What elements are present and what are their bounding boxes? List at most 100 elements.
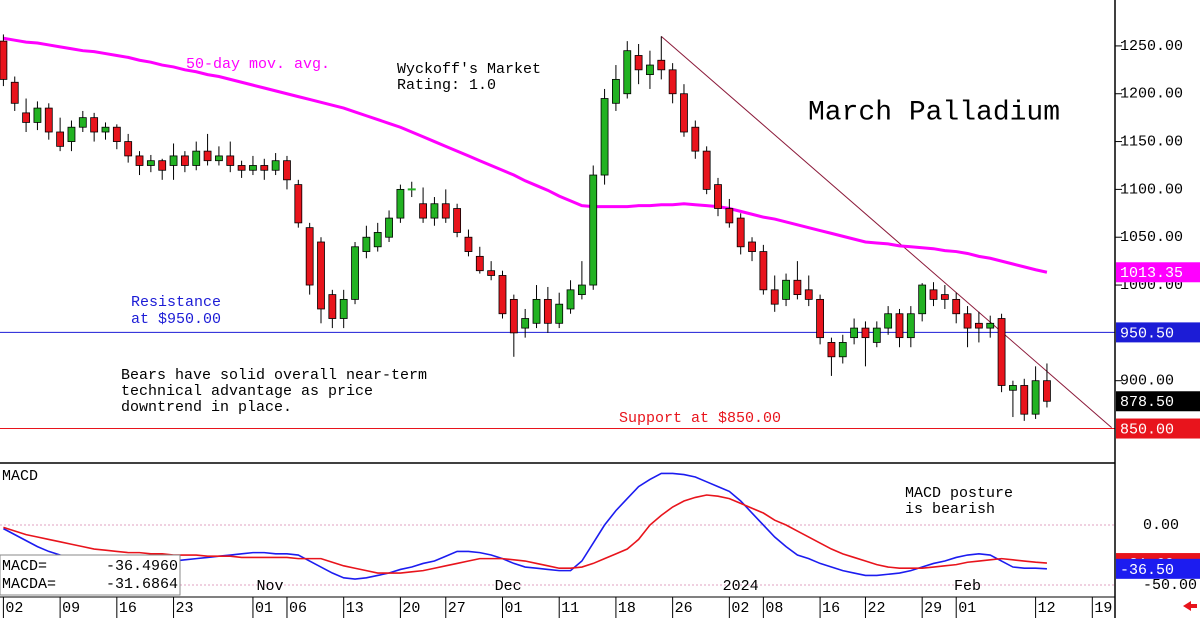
candle-body	[1031, 380, 1040, 415]
candle-body	[974, 322, 983, 329]
annotation: downtrend in place.	[121, 399, 292, 416]
x-tick-label: 23	[176, 600, 194, 617]
candle-body	[10, 81, 19, 104]
candle-body	[634, 55, 643, 71]
candle-body	[566, 289, 575, 310]
x-tick-label: 02	[731, 600, 749, 617]
candle-body	[487, 270, 496, 276]
panel-title: MACD	[2, 468, 38, 485]
level-box	[1116, 391, 1200, 412]
candle-body	[1043, 380, 1051, 402]
y-tick-label: -50.00	[1143, 577, 1197, 594]
annotation: is bearish	[905, 501, 995, 518]
month-label: Dec	[495, 578, 522, 595]
candle-body	[668, 69, 677, 95]
y-tick-label: 0.00	[1143, 517, 1179, 534]
candle-body	[283, 160, 291, 181]
candle-body	[793, 279, 802, 296]
candle-body	[453, 208, 462, 233]
candle-body	[680, 93, 688, 133]
level-box	[1116, 418, 1200, 439]
legend-name: MACD=	[2, 558, 47, 575]
x-tick-label: 18	[618, 600, 636, 617]
candle-body	[362, 236, 371, 252]
candle-body	[872, 327, 881, 343]
y-tick-label: 1100.00	[1120, 181, 1183, 198]
candle-body	[215, 155, 223, 162]
x-tick-label: 13	[346, 600, 364, 617]
candle-body	[543, 298, 552, 324]
x-tick-label: 16	[119, 600, 137, 617]
x-tick-label: 11	[561, 600, 579, 617]
y-tick-label: 1150.00	[1120, 134, 1183, 151]
candle-body	[895, 313, 904, 339]
month-label: Nov	[256, 578, 283, 595]
y-tick-label: 1050.00	[1120, 229, 1183, 246]
scroll-arrow[interactable]	[1183, 601, 1197, 611]
candle-body	[509, 298, 518, 334]
candle-body	[260, 165, 269, 171]
candle-body	[180, 155, 189, 166]
candle-body	[804, 289, 813, 300]
candle-body	[430, 203, 439, 219]
candle-body	[589, 174, 598, 286]
candle-body	[226, 155, 235, 166]
x-tick-label: 12	[1038, 600, 1056, 617]
candle-body	[657, 59, 666, 71]
annotation: technical advantage as price	[121, 383, 373, 400]
candle-body	[646, 64, 654, 76]
candle-body	[1020, 385, 1029, 415]
candle-body	[305, 227, 314, 286]
trendline	[660, 35, 1112, 428]
legend-value: -36.4960	[106, 558, 178, 575]
candle-body	[612, 78, 620, 104]
x-tick-label: 26	[675, 600, 693, 617]
x-tick-label: 22	[867, 600, 885, 617]
level-label: 878.50	[1120, 394, 1174, 411]
moving-average	[3, 36, 1048, 274]
candle-body	[294, 184, 303, 224]
candle-body	[90, 117, 99, 133]
x-tick-label: 29	[924, 600, 942, 617]
x-tick-label: 01	[255, 600, 273, 617]
x-tick-label: 06	[289, 600, 307, 617]
candle-body	[986, 322, 995, 329]
candle-body	[169, 155, 178, 166]
annotation: Resistance	[131, 294, 221, 311]
level-box	[1116, 322, 1200, 343]
ma-label: 50-day mov. avg.	[186, 56, 330, 73]
candle-body	[555, 303, 564, 324]
candle-body	[271, 160, 280, 171]
candle-body	[146, 160, 155, 166]
month-label: Feb	[954, 578, 981, 595]
candle-body	[906, 313, 915, 339]
candle-body	[203, 150, 212, 162]
candle-body	[770, 289, 779, 305]
candle-body	[827, 342, 836, 358]
candle-body	[112, 126, 121, 142]
candle-body	[861, 327, 870, 339]
candle-body	[396, 188, 405, 219]
candle-body	[124, 141, 133, 157]
candle-body	[33, 107, 42, 123]
candle-body	[464, 236, 473, 252]
candle-body	[782, 279, 790, 300]
candle-body	[135, 155, 144, 166]
candle-body	[44, 107, 53, 133]
candle-body	[373, 232, 382, 248]
candle-body	[736, 217, 745, 248]
annotation: Bears have solid overall near-term	[121, 367, 427, 384]
candle-body	[702, 150, 711, 190]
candle-body	[600, 98, 609, 176]
candle-body	[101, 126, 110, 133]
candle-body	[577, 284, 586, 296]
chart-title-1: March Palladium	[808, 97, 1060, 128]
annotation: MACD posture	[905, 485, 1013, 502]
candle-body	[918, 284, 927, 315]
candle-body	[850, 327, 859, 339]
candle-body	[351, 246, 359, 300]
x-tick-label: 19	[1094, 600, 1112, 617]
legend-value: -31.6864	[106, 576, 178, 593]
x-tick-label: 09	[62, 600, 80, 617]
